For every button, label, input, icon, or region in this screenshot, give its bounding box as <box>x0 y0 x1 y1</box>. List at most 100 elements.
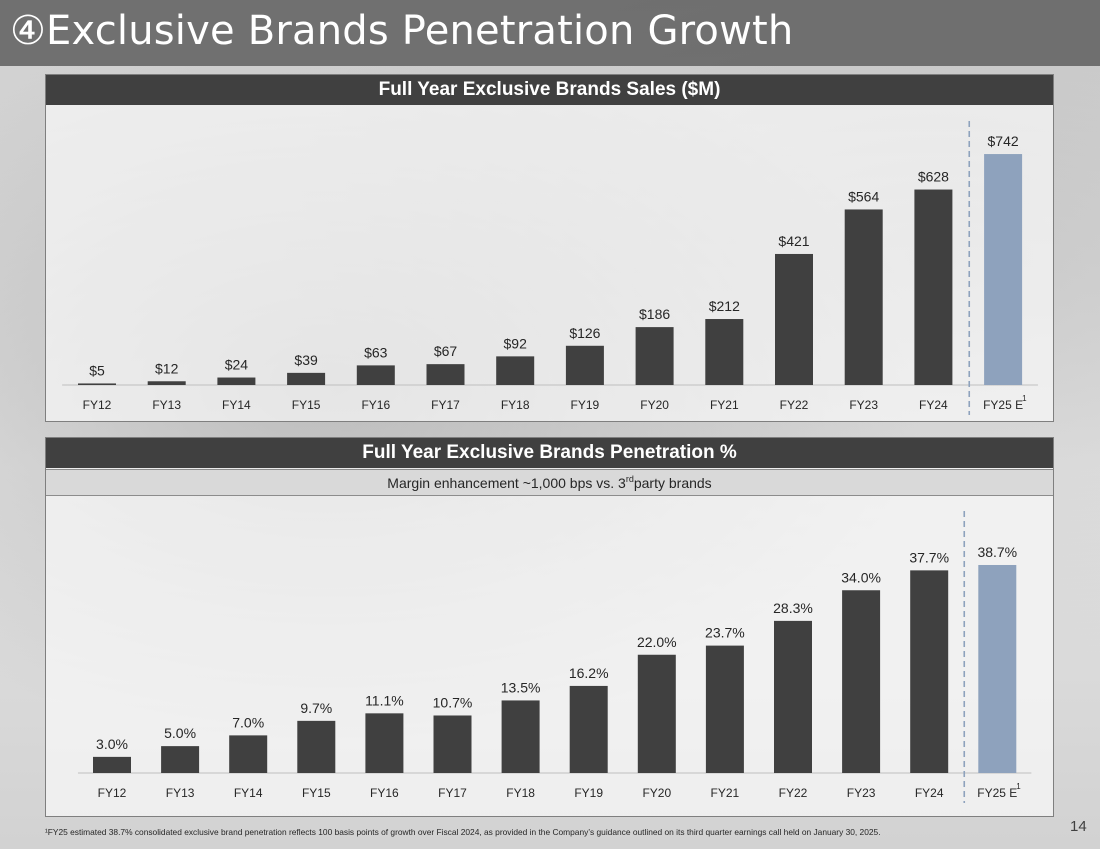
penetration-bar-fy18 <box>501 700 540 773</box>
penetration-tick-label: FY25 E <box>977 786 1017 800</box>
sales-value-label: $24 <box>225 357 249 373</box>
penetration-bar-fy20 <box>637 654 676 773</box>
penetration-bar-fy25-e <box>978 564 1017 773</box>
sales-tick-label: FY17 <box>431 398 460 412</box>
penetration-value-label: 5.0% <box>164 725 196 741</box>
subtitle-superscript: rd <box>625 473 634 484</box>
penetration-bar-fy15 <box>297 720 336 773</box>
penetration-tick-label: FY15 <box>302 786 331 800</box>
penetration-estimate-footnote-mark: 1 <box>1016 782 1021 791</box>
penetration-value-label: 9.7% <box>300 700 332 716</box>
sales-bar-fy23 <box>844 209 883 385</box>
penetration-tick-label: FY18 <box>506 786 535 800</box>
sales-bar-fy25-e <box>984 154 1023 385</box>
page-title: ④Exclusive Brands Penetration Growth <box>10 8 794 54</box>
sales-bar-fy18 <box>496 356 535 385</box>
penetration-value-label: 38.7% <box>977 544 1017 560</box>
sales-bar-fy15 <box>287 372 326 385</box>
penetration-bar-fy23 <box>842 590 881 773</box>
sales-tick-label: FY16 <box>361 398 390 412</box>
sales-tick-label: FY21 <box>710 398 739 412</box>
penetration-bar-fy24 <box>910 570 949 773</box>
penetration-bar-fy17 <box>433 715 472 773</box>
penetration-bar-fy22 <box>774 620 812 773</box>
sales-estimate-footnote-mark: 1 <box>1022 394 1027 403</box>
page-number: 14 <box>1070 818 1087 835</box>
sales-value-label: $212 <box>709 298 740 314</box>
penetration-tick-label: FY12 <box>98 786 127 800</box>
sales-chart-title: Full Year Exclusive Brands Sales ($M) <box>46 75 1053 105</box>
penetration-value-label: 10.7% <box>433 694 473 710</box>
penetration-bar-fy14 <box>229 735 268 773</box>
penetration-value-label: 34.0% <box>841 569 881 585</box>
footnote: ¹FY25 estimated 38.7% consolidated exclu… <box>45 827 881 837</box>
penetration-tick-label: FY22 <box>779 786 808 800</box>
penetration-tick-label: FY13 <box>166 786 195 800</box>
penetration-bar-fy21 <box>705 645 744 773</box>
sales-value-label: $126 <box>569 325 600 341</box>
sales-value-label: $564 <box>848 188 879 204</box>
subtitle-text-before: Margin enhancement ~1,000 bps vs. 3 <box>387 474 626 491</box>
sales-bar-fy24 <box>914 189 953 385</box>
penetration-chart-panel: Full Year Exclusive Brands Penetration %… <box>45 437 1054 817</box>
sales-chart-panel: Full Year Exclusive Brands Sales ($M) $5… <box>45 74 1054 422</box>
sales-bar-fy22 <box>775 253 813 385</box>
penetration-chart-title: Full Year Exclusive Brands Penetration % <box>46 438 1053 468</box>
penetration-value-label: 7.0% <box>232 714 264 730</box>
sales-bar-fy21 <box>705 319 744 385</box>
sales-value-label: $67 <box>434 343 458 359</box>
sales-value-label: $186 <box>639 306 670 322</box>
sales-bar-chart: $5 FY12 $12 FY13 $24 FY14 $39 FY15 $63 FY16 $67 FY1… <box>62 121 1038 415</box>
sales-tick-label: FY18 <box>501 398 530 412</box>
sales-tick-label: FY19 <box>571 398 600 412</box>
sales-bar-fy13 <box>147 381 186 385</box>
penetration-value-label: 22.0% <box>637 634 677 650</box>
sales-value-label: $63 <box>364 344 388 360</box>
penetration-bar-chart: 3.0% FY12 5.0% FY13 7.0% FY14 9.7% FY15 11.1% FY1… <box>77 511 1032 803</box>
sales-tick-label: FY22 <box>780 398 809 412</box>
penetration-tick-label: FY23 <box>847 786 876 800</box>
penetration-value-label: 28.3% <box>773 600 813 616</box>
penetration-bar-fy19 <box>569 685 608 773</box>
penetration-tick-label: FY24 <box>915 786 944 800</box>
sales-bar-fy17 <box>426 364 465 385</box>
sales-tick-label: FY25 E <box>983 398 1023 412</box>
sales-tick-label: FY12 <box>83 398 112 412</box>
sales-value-label: $12 <box>155 360 179 376</box>
penetration-tick-label: FY20 <box>642 786 671 800</box>
sales-tick-label: FY15 <box>292 398 321 412</box>
penetration-bar-fy13 <box>161 746 200 773</box>
penetration-value-label: 16.2% <box>569 665 609 681</box>
sales-tick-label: FY13 <box>152 398 181 412</box>
sales-bar-fy16 <box>356 365 395 385</box>
penetration-tick-label: FY14 <box>234 786 263 800</box>
penetration-tick-label: FY19 <box>574 786 603 800</box>
penetration-tick-label: FY21 <box>711 786 740 800</box>
penetration-bar-fy12 <box>93 756 131 773</box>
sales-value-label: $628 <box>918 169 949 185</box>
sales-tick-label: FY20 <box>640 398 669 412</box>
sales-value-label: $92 <box>504 335 528 351</box>
sales-value-label: $5 <box>89 362 105 378</box>
subtitle-text-after: party brands <box>633 474 712 491</box>
sales-tick-label: FY14 <box>222 398 251 412</box>
penetration-tick-label: FY16 <box>370 786 399 800</box>
penetration-value-label: 23.7% <box>705 625 745 641</box>
penetration-value-label: 13.5% <box>501 679 541 695</box>
sales-value-label: $39 <box>294 352 318 368</box>
sales-bar-fy19 <box>565 345 604 385</box>
sales-bar-fy20 <box>635 327 674 385</box>
penetration-bar-fy16 <box>365 713 404 773</box>
penetration-value-label: 37.7% <box>909 549 949 565</box>
penetration-tick-label: FY17 <box>438 786 467 800</box>
sales-bar-fy12 <box>78 383 116 385</box>
title-band: ④Exclusive Brands Penetration Growth <box>0 0 1100 66</box>
sales-value-label: $421 <box>778 233 809 249</box>
penetration-value-label: 11.1% <box>365 692 404 708</box>
sales-bar-fy14 <box>217 377 256 385</box>
sales-tick-label: FY23 <box>849 398 878 412</box>
sales-value-label: $742 <box>988 133 1019 149</box>
penetration-value-label: 3.0% <box>96 736 128 752</box>
sales-tick-label: FY24 <box>919 398 948 412</box>
